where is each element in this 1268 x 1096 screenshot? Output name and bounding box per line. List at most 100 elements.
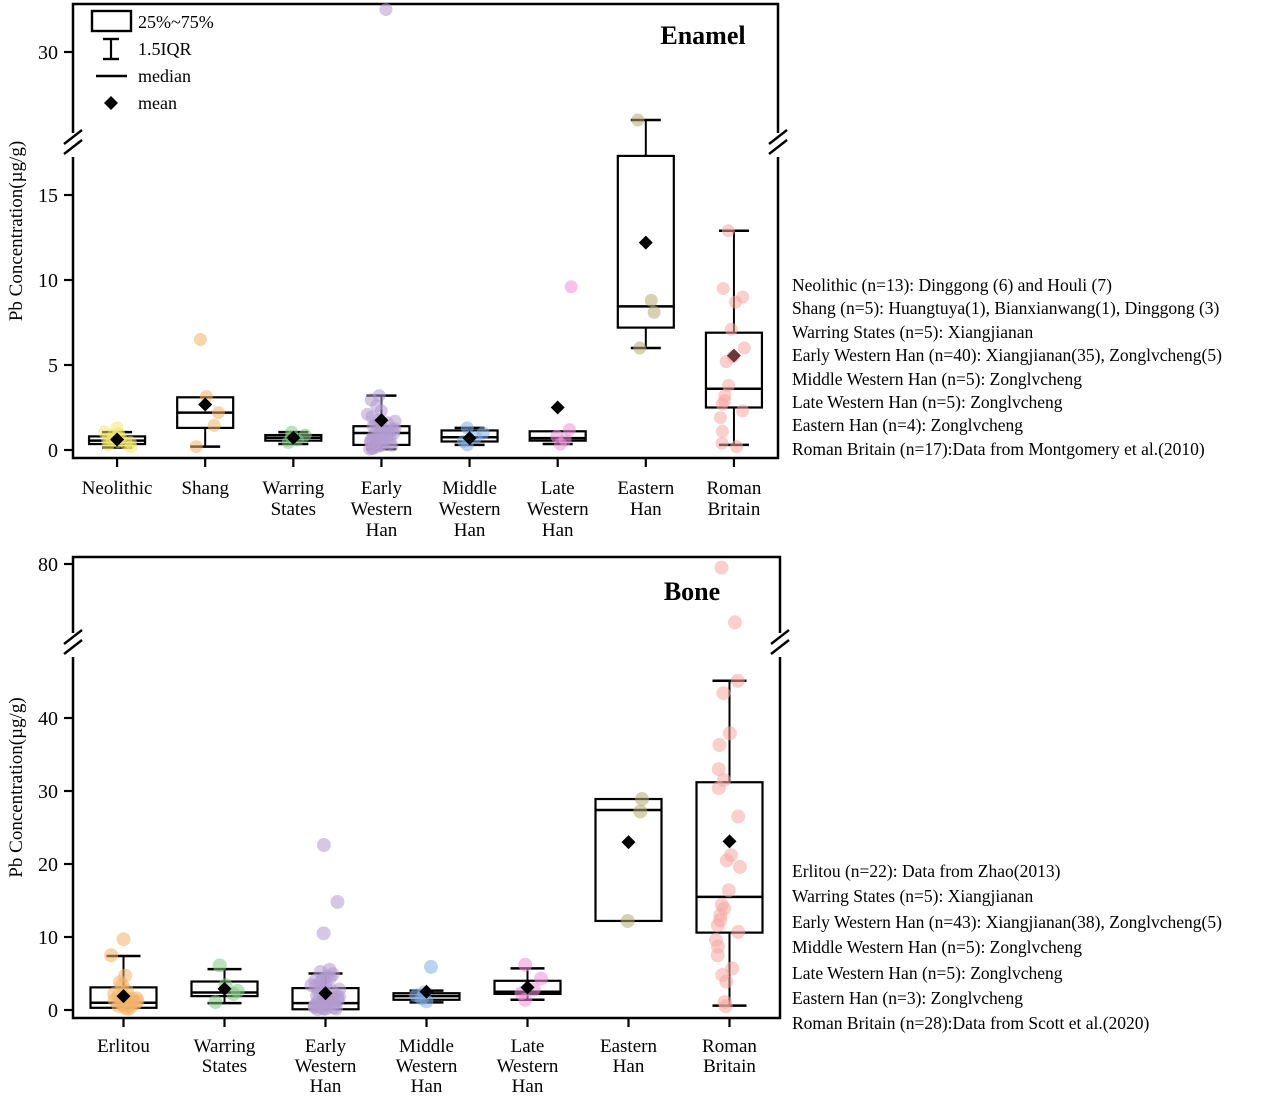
annotation-line: Erlitou (n=22): Data from Zhao(2013) (792, 861, 1061, 881)
data-point (647, 305, 661, 319)
y-axis-title: Pb Concentration(µg/g) (6, 697, 27, 877)
annotation-line: Middle Western Han (n=5): Zonglvcheng (792, 368, 1083, 389)
category-label: Roman Britain (702, 1036, 757, 1077)
axis-break-icon (768, 129, 788, 145)
data-point (633, 341, 647, 355)
axis-frame (71, 555, 782, 1020)
annotation-line: Early Western Han (n=43): Xiangjianan(38… (792, 911, 1222, 932)
box-group-warring-states: Warring States (190, 958, 259, 1077)
mean-diamond (520, 980, 535, 995)
data-point (722, 378, 736, 392)
data-point (316, 838, 331, 853)
box (704, 331, 764, 409)
data-point (727, 615, 742, 630)
axis-break-gap (775, 133, 781, 157)
mean-diamond (726, 348, 741, 363)
axis-break-icon (63, 639, 83, 655)
axis-break-icon (770, 639, 790, 655)
data-point (620, 913, 635, 928)
data-point (379, 3, 393, 16)
data-point (716, 686, 731, 701)
data-point (553, 437, 567, 451)
category-label: Middle Western Han (396, 1036, 458, 1096)
mean-diamond (722, 834, 737, 849)
tick-label: 10 (38, 927, 58, 949)
data-point (731, 809, 746, 824)
data-point (715, 424, 729, 438)
box (594, 797, 663, 923)
legend-box-glyph (90, 9, 133, 33)
data-point (212, 958, 227, 973)
data-point (104, 948, 119, 963)
data-point (710, 918, 725, 933)
annotation-line: Late Western Han (n=5): Zonglvcheng (792, 392, 1063, 413)
data-point (226, 986, 241, 1001)
data-point (634, 792, 649, 807)
mean-diamond (286, 430, 301, 445)
data-point (718, 999, 733, 1014)
data-point (211, 406, 225, 420)
data-point (363, 442, 377, 456)
mean-diamond (419, 984, 434, 999)
chart-title: Bone (664, 577, 720, 606)
data-point (101, 438, 115, 452)
annotation-line: Early Western Han (n=40): Xiangjianan(35… (792, 345, 1222, 366)
data-point (736, 404, 750, 418)
y-axis-title: Pb Concentration(µg/g) (6, 141, 27, 321)
data-point (730, 673, 745, 688)
annotation-line: Middle Western Han (n=5): Zonglvcheng (792, 937, 1083, 958)
tick-label: 80 (38, 554, 58, 576)
legend: 25%~75% 1.5IQR median mean (90, 9, 214, 113)
data-point (722, 726, 737, 741)
annotation-line: Neolithic (n=13): Dinggong (6) and Houli… (792, 275, 1112, 295)
data-point (728, 295, 742, 309)
box-group-early-western-han: Early Western Han (291, 838, 360, 1096)
data-point (534, 971, 549, 986)
data-point (713, 411, 727, 425)
data-point (710, 948, 725, 963)
data-point (310, 1002, 325, 1017)
tick-label: 40 (38, 708, 58, 730)
annotation-line: Late Western Han (n=5): Zonglvcheng (792, 962, 1063, 983)
box-group-neolithic: Neolithic (82, 421, 152, 499)
axis-break-icon (63, 129, 83, 145)
legend-label: mean (138, 93, 177, 113)
category-label: Middle Western Han (439, 478, 501, 541)
category-label: Shang (181, 478, 229, 499)
annotation-line: Eastern Han (n=4): Zonglvcheng (792, 415, 1023, 436)
data-point (644, 293, 658, 307)
data-point (124, 440, 138, 454)
tick-label: 30 (38, 781, 58, 803)
data-point (719, 853, 734, 868)
axis-break-gap (70, 133, 76, 157)
tick-label: 30 (38, 42, 58, 64)
annotation-line: Warring States (n=5): Xiangjianan (792, 321, 1034, 342)
mean-diamond (198, 397, 213, 412)
annotation-line: Warring States (n=5): Xiangjianan (792, 886, 1034, 907)
mean-diamond (110, 432, 125, 447)
data-point (711, 762, 726, 777)
box-group-eastern-han: Eastern Han (616, 113, 675, 520)
data-point (724, 322, 738, 336)
mean-diamond (638, 235, 653, 250)
axis-break-gap (777, 633, 783, 657)
category-label: Late Western Han (527, 478, 589, 541)
legend-label: 1.5IQR (138, 39, 192, 59)
axis-break-icon (63, 629, 83, 645)
chart-title: Enamel (660, 21, 745, 50)
box-group-roman-britain: Roman Britain (704, 224, 764, 520)
tick-label: 0 (48, 440, 58, 462)
data-point (328, 1001, 343, 1016)
category-label: Warring States (194, 1036, 256, 1077)
bone-annotations: Erlitou (n=22): Data from Zhao(2013) Warr… (792, 859, 1222, 1037)
data-point (732, 859, 747, 874)
box-group-late-western-han: Late Western Han (493, 957, 562, 1096)
data-point (719, 355, 733, 369)
category-label: Warring States (262, 478, 324, 520)
box-group-roman-britain: Roman Britain (695, 560, 764, 1077)
axis-break-icon (768, 139, 788, 155)
legend-mean-glyph (104, 96, 118, 110)
data-point (719, 974, 734, 989)
